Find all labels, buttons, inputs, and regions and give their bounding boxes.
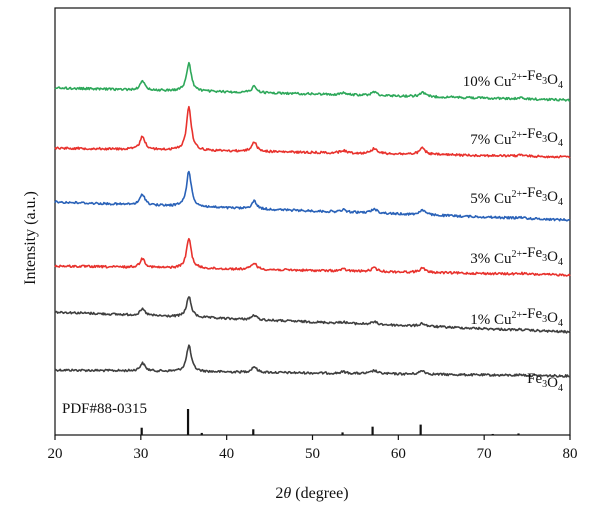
series-labels: Fe3O4 1% Cu2+-Fe3O4 3% Cu2+-Fe3O4 5% Cu2+-F… (463, 68, 563, 394)
x-axis-title: 2θ (degree) (275, 485, 348, 502)
series-label: 3% Cu2+-Fe3O4 (470, 245, 563, 268)
reference-label: PDF#88-0315 (62, 401, 147, 417)
series-line (54, 296, 571, 334)
series-label: 1% Cu2+-Fe3O4 (470, 306, 563, 329)
x-tick-label: 20 (48, 446, 63, 462)
series-label: 10% Cu2+-Fe3O4 (463, 68, 563, 91)
series-line (54, 61, 571, 102)
x-tick-label: 60 (391, 446, 406, 462)
series-layer (54, 61, 571, 378)
x-tick-label: 30 (133, 446, 148, 462)
y-axis-title: Intensity (a.u.) (22, 191, 39, 285)
reference-pattern (140, 409, 520, 435)
series-label: 5% Cu2+-Fe3O4 (470, 185, 563, 208)
series-line (54, 237, 571, 277)
x-axis-ticks: 20 30 40 50 60 70 80 (48, 435, 578, 462)
x-tick-label: 40 (219, 446, 234, 462)
series-line (54, 105, 571, 159)
x-tick-label: 50 (305, 446, 320, 462)
x-tick-label: 80 (563, 446, 578, 462)
series-label: Fe3O4 (527, 371, 563, 394)
series-line (54, 344, 571, 378)
series-line (54, 170, 571, 222)
series-label: 7% Cu2+-Fe3O4 (470, 126, 563, 149)
x-tick-label: 70 (477, 446, 492, 462)
